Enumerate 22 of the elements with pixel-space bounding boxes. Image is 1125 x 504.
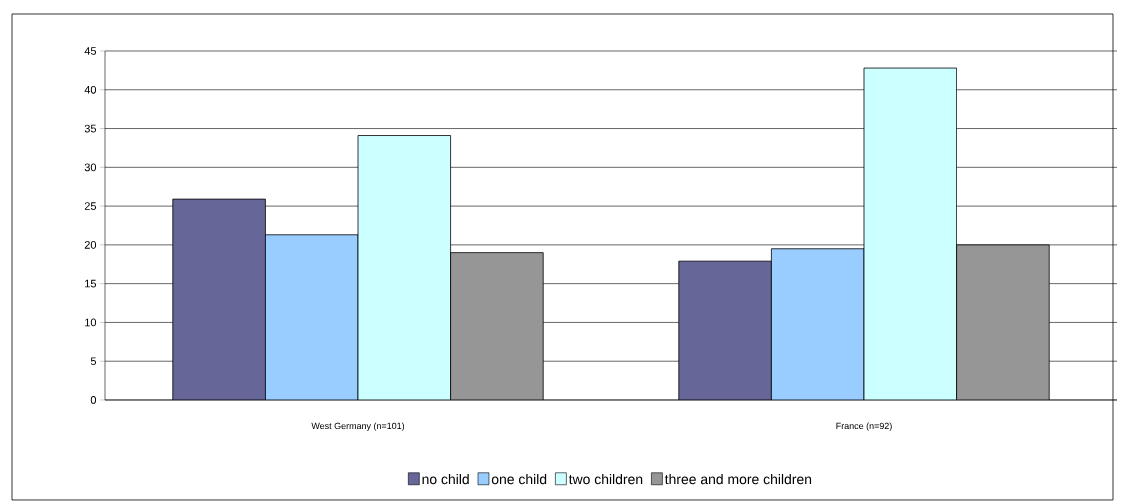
bar	[678, 260, 772, 400]
y-tick-label: 25	[84, 202, 97, 210]
y-tick-label: 15	[85, 279, 97, 288]
bar	[357, 135, 451, 400]
legend-label: two children	[568, 473, 643, 485]
legend-label: three and more children	[664, 473, 812, 485]
y-tick-label: 30	[84, 163, 97, 172]
bar	[863, 67, 957, 400]
bar	[771, 248, 865, 400]
legend-label: no child	[422, 473, 469, 485]
legend-label: one child	[491, 473, 547, 485]
y-tick-label: 40	[84, 85, 97, 94]
y-tick-label: 45	[84, 47, 97, 55]
y-tick-label: 20	[84, 241, 97, 249]
bar	[265, 234, 359, 400]
y-tick-label: 5	[90, 357, 97, 366]
x-tick-label: France (n=92)	[836, 422, 892, 431]
bar	[172, 198, 266, 400]
y-tick-label: 35	[84, 124, 97, 133]
y-tick-label: 10	[85, 318, 97, 327]
y-tick-label: 0	[90, 396, 97, 404]
x-tick-label: West Germany (n=101)	[311, 422, 405, 431]
